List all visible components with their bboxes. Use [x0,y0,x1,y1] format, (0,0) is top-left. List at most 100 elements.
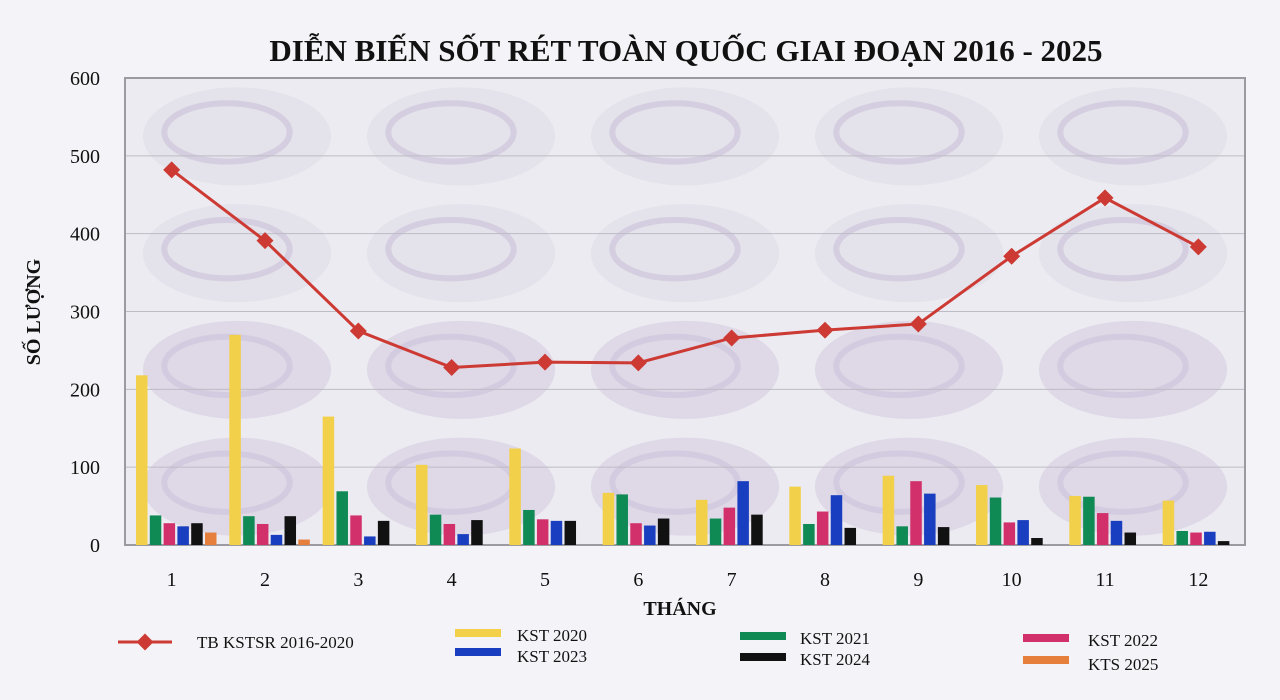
y-tick-label: 500 [70,146,100,168]
bar [709,518,722,545]
bar [364,536,376,545]
cell-image-ring [385,216,517,282]
plot-border [124,77,1246,546]
bar [270,534,283,545]
bar [924,493,936,545]
y-tick-label: 300 [70,302,100,324]
x-tick-label: 2 [260,569,270,591]
cell-image-ring [609,100,741,165]
line-marker [629,354,647,372]
bar [1217,541,1230,545]
bar [1162,500,1175,545]
bar [550,520,563,545]
y-axis-label: SỐ LƯỢNG [21,258,45,365]
cell-image-ring [161,216,293,282]
x-tick-label: 4 [447,569,457,591]
x-tick-label: 10 [1002,569,1022,591]
cell-image-ring [161,450,293,515]
bar [1176,530,1188,545]
legend-swatch [1023,656,1069,664]
x-tick-label: 1 [167,569,177,591]
bar [976,485,988,545]
bar [751,514,763,545]
cell-image-ring [833,450,965,515]
x-tick-label: 9 [913,569,923,591]
bar [284,516,297,545]
legend-label: KST 2022 [1088,631,1158,650]
bar [644,525,656,545]
bar [443,523,456,545]
cell-image-ring [161,333,293,399]
line-marker [816,321,834,339]
cell-image-ring [1057,333,1189,399]
y-tick-label: 0 [90,535,100,557]
bar [937,527,950,545]
bar [803,523,815,545]
legend-line-marker [136,633,154,651]
bar [243,516,255,545]
line-marker [723,329,741,347]
legend-swatch [455,629,501,637]
x-tick-label: 11 [1095,569,1114,591]
cell-image-ring [385,333,517,399]
bar [602,492,615,545]
bar [205,532,217,545]
bar [1190,532,1202,545]
cell-image-ring [385,100,517,165]
cell-image-ring [161,100,293,165]
bar [789,486,801,545]
bar [177,526,189,545]
bar [1083,496,1095,545]
chart-title: DIỄN BIẾN SỐT RÉT TOÀN QUỐC GIAI ĐOẠN 20… [269,32,1102,68]
bar [882,475,895,545]
x-tick-label: 3 [353,569,363,591]
bar [416,464,428,545]
x-axis-ticks: 1 2 3 4 5 6 7 8 9 10 11 12 [167,569,1209,591]
legend-label: KTS 2025 [1088,655,1158,674]
x-tick-label: 5 [540,569,550,591]
x-axis-label: THÁNG [643,597,717,620]
legend-label: KST 2020 [517,626,587,645]
bar [830,495,843,545]
cell-image-ring [833,216,965,282]
bar [377,520,390,545]
bar [1124,532,1137,545]
bar [616,494,628,545]
x-tick-label: 6 [633,569,643,591]
line-marker [443,359,461,377]
x-tick-label: 7 [727,569,737,591]
cell-image-ring [609,216,741,282]
bar [149,515,162,545]
legend-swatch [740,632,786,640]
legend-swatch [740,653,786,661]
bar [737,481,749,545]
bar [322,416,335,545]
legend: TB KSTSR 2016-2020 KST 2020 KST 2021 KST 20… [118,626,1158,674]
bar [136,375,148,545]
bar [696,499,708,545]
bar [163,523,176,545]
bar [350,515,362,545]
bar [536,519,549,545]
bar [723,507,736,545]
bar [816,511,829,545]
line-marker [349,322,367,340]
bar [630,523,642,545]
bar-series-group [136,334,1230,545]
bar [1017,520,1029,545]
bar [844,527,857,545]
bar [509,448,521,545]
cell-image-ring [833,100,965,165]
bar [256,523,269,545]
legend-label: KST 2021 [800,629,870,648]
legend-label: KST 2024 [800,650,871,669]
bar [429,514,442,545]
bar [229,334,241,545]
bar [910,481,922,545]
bar [336,491,348,545]
bar [1204,531,1216,545]
bar [1069,495,1081,545]
bar [523,509,535,545]
